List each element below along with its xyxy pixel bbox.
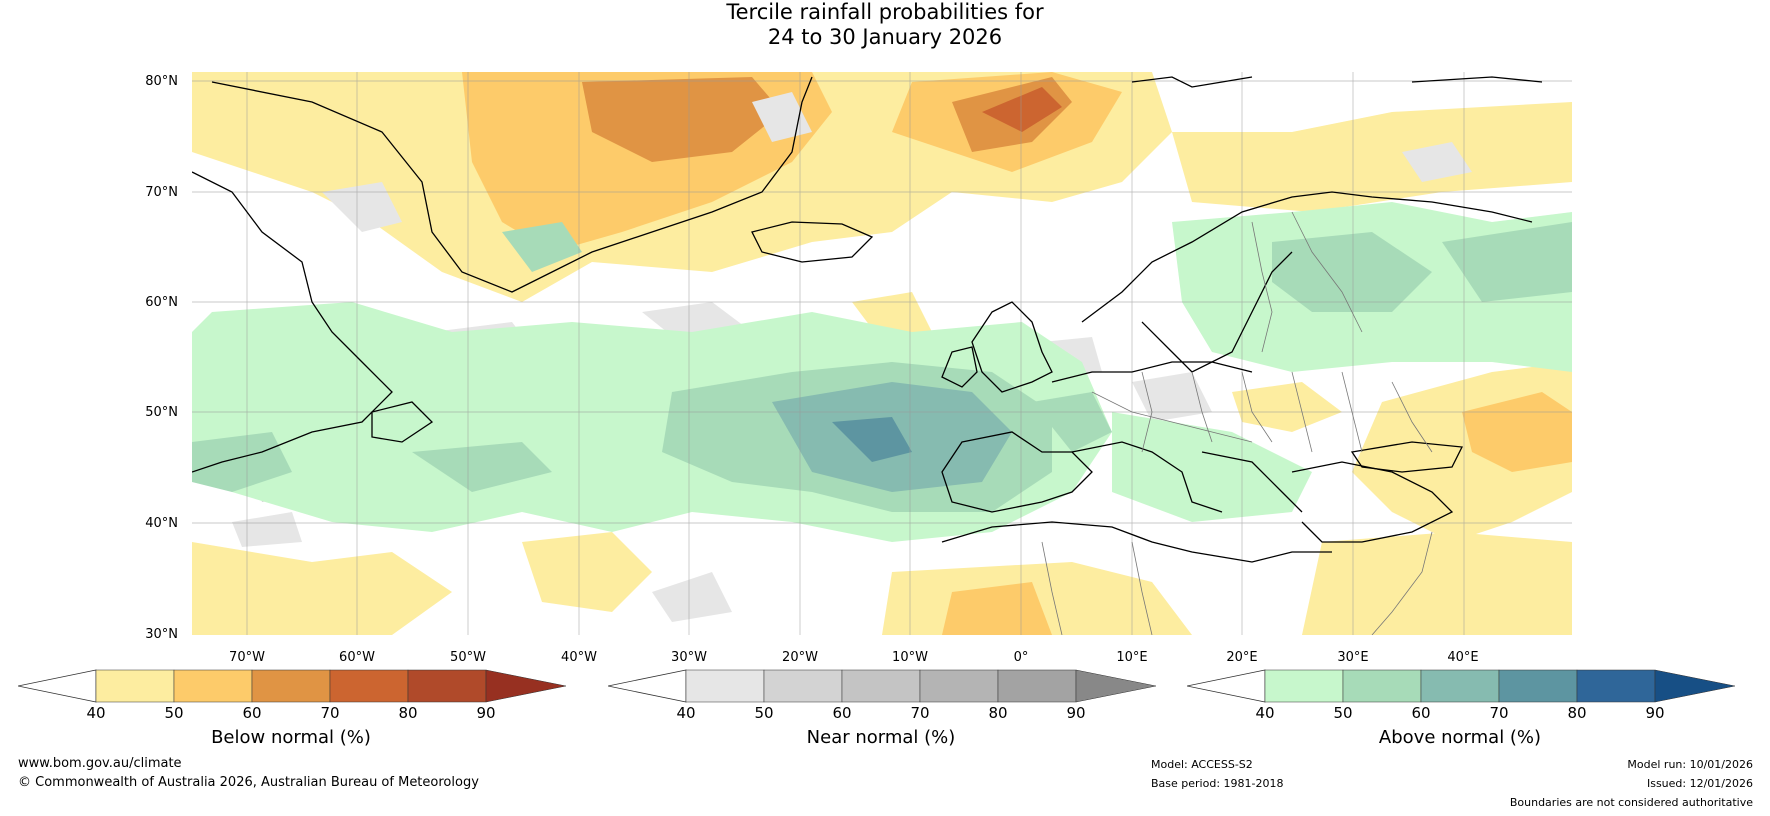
colorbar-above-swatch	[1576, 669, 1656, 703]
colorbar-near	[608, 668, 1158, 704]
colorbar-above-tick: 80	[1567, 704, 1587, 722]
above-normal-regions	[192, 202, 1572, 542]
colorbar-near-swatch	[997, 669, 1077, 703]
lon-label-70w: 70°W	[229, 650, 265, 665]
title-line-1: Tercile rainfall probabilities for	[726, 0, 1044, 24]
lat-label-60n: 60°N	[145, 295, 178, 310]
lon-label-20e: 20°E	[1226, 650, 1258, 665]
colorbar-below-swatch	[95, 669, 175, 703]
lat-label-40n: 40°N	[145, 516, 178, 531]
colorbar-above-tick: 70	[1489, 704, 1509, 722]
lat-label-80n: 80°N	[145, 74, 178, 89]
copyright-text: © Commonwealth of Australia 2026, Austra…	[18, 775, 479, 790]
colorbar-below-tick: 90	[476, 704, 496, 722]
issued-text: Issued: 12/01/2026	[1646, 777, 1753, 790]
lon-label-50w: 50°W	[450, 650, 486, 665]
colorbar-near-tick: 80	[988, 704, 1008, 722]
colorbar-above-over-arrow	[1654, 669, 1736, 703]
colorbar-above-swatch	[1498, 669, 1578, 703]
colorbar-near-under-arrow	[608, 669, 687, 703]
colorbar-below-swatch	[407, 669, 487, 703]
lon-label-30e: 30°E	[1337, 650, 1369, 665]
map-title: Tercile rainfall probabilities for 24 to…	[0, 0, 1770, 50]
colorbar-above-label: Above normal (%)	[1378, 727, 1542, 748]
disclaimer-text: Boundaries are not considered authoritat…	[1509, 796, 1753, 809]
colorbar-above-tick: 50	[1333, 704, 1353, 722]
colorbar-near-over-arrow	[1075, 669, 1157, 703]
rainfall-map	[192, 72, 1572, 635]
colorbar-near-tick: 60	[832, 704, 852, 722]
lon-label-40e: 40°E	[1447, 650, 1479, 665]
colorbar-below	[18, 668, 568, 704]
lat-label-70n: 70°N	[145, 185, 178, 200]
colorbar-below-tick: 50	[164, 704, 184, 722]
colorbar-near-tick: 50	[754, 704, 774, 722]
coastlines	[192, 76, 1543, 563]
colorbar-above	[1187, 668, 1737, 704]
colorbar-above-tick: 60	[1411, 704, 1431, 722]
colorbar-above-swatch	[1420, 669, 1500, 703]
country-borders	[1041, 211, 1433, 635]
colorbar-below-swatch	[329, 669, 409, 703]
website-link[interactable]: www.bom.gov.au/climate	[18, 756, 182, 771]
colorbar-above-tick: 40	[1255, 704, 1275, 722]
colorbar-near-tick: 90	[1066, 704, 1086, 722]
colorbar-near-swatch	[685, 669, 765, 703]
colorbar-below-tick: 70	[320, 704, 340, 722]
lon-label-20w: 20°W	[782, 650, 818, 665]
colorbar-near-swatch	[919, 669, 999, 703]
colorbar-near-tick: 70	[910, 704, 930, 722]
below-normal-regions	[192, 72, 1572, 635]
colorbar-below-label: Below normal (%)	[211, 727, 371, 748]
colorbar-near-swatch	[841, 669, 921, 703]
colorbar-below-tick: 80	[398, 704, 418, 722]
lat-label-50n: 50°N	[145, 405, 178, 420]
colorbar-above-swatch	[1342, 669, 1422, 703]
colorbar-below-over-arrow	[485, 669, 567, 703]
colorbar-above-under-arrow	[1187, 669, 1266, 703]
map-canvas	[192, 72, 1572, 635]
lon-label-10w: 10°W	[892, 650, 928, 665]
model-run-text: Model run: 10/01/2026	[1627, 758, 1753, 771]
colorbar-below-tick: 60	[242, 704, 262, 722]
colorbar-below-swatch	[251, 669, 331, 703]
lat-label-30n: 30°N	[145, 627, 178, 642]
colorbar-near-label: Near normal (%)	[806, 727, 956, 748]
colorbar-below-under-arrow	[18, 669, 97, 703]
colorbar-above-tick: 90	[1645, 704, 1665, 722]
model-text: Model: ACCESS-S2	[1151, 758, 1253, 771]
colorbar-above-swatch	[1264, 669, 1344, 703]
colorbar-near-tick: 40	[676, 704, 696, 722]
colorbar-below-tick: 40	[86, 704, 106, 722]
lon-label-30w: 30°W	[671, 650, 707, 665]
base-period-text: Base period: 1981-2018	[1151, 777, 1284, 790]
graticule	[192, 72, 1572, 635]
title-line-2: 24 to 30 January 2026	[767, 25, 1003, 49]
colorbar-near-swatch	[763, 669, 843, 703]
lon-label-60w: 60°W	[339, 650, 375, 665]
colorbar-below-swatch	[173, 669, 253, 703]
lon-label-10e: 10°E	[1116, 650, 1148, 665]
lon-label-40w: 40°W	[561, 650, 597, 665]
lon-label-0: 0°	[1013, 650, 1029, 665]
